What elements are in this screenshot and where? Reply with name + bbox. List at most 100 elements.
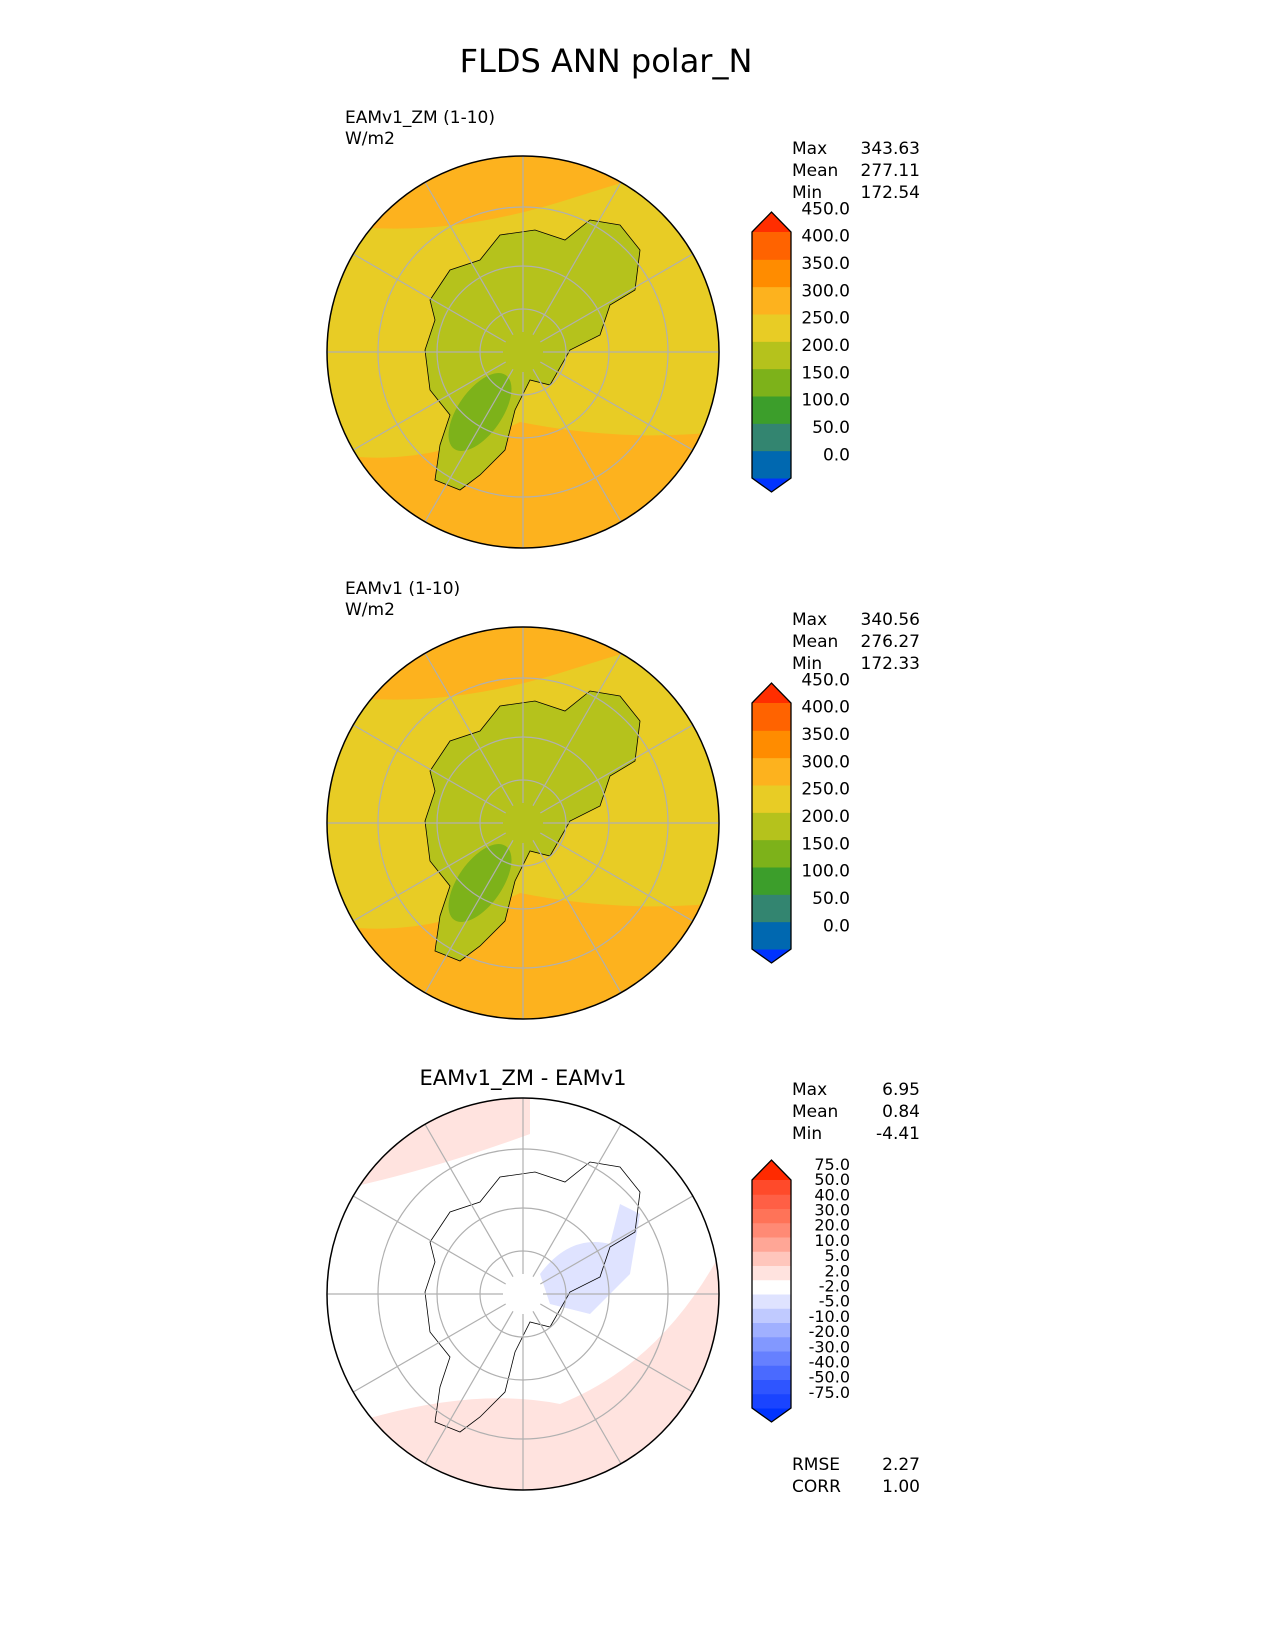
longitude-gridline	[532, 840, 622, 994]
colorbar-segment	[752, 423, 791, 452]
colorbar-2: 0.0 50.0 100.0 150.0 200.0 250.0 300.0 350.0 400…	[751, 670, 850, 964]
panel3-title: EAMv1_ZM - EAMv1	[419, 1066, 627, 1090]
longitude-gridline	[424, 369, 514, 523]
colorbar-segment	[752, 341, 791, 370]
panel1-units: W/m2	[345, 129, 395, 149]
coastline	[424, 219, 641, 491]
colorbar-segment	[752, 1379, 791, 1395]
longitude-gridline	[540, 361, 694, 451]
polar-map-2	[326, 626, 720, 1020]
colorbar-tick-label: 2.0	[825, 1261, 850, 1280]
colorbar-segment	[752, 1222, 791, 1238]
colorbar-tick-label: -40.0	[809, 1352, 850, 1371]
colorbar-segment	[752, 259, 791, 288]
colorbar-tick-label: -30.0	[809, 1337, 850, 1356]
colorbar-extend-min	[752, 478, 791, 492]
colorbar-tick-label: 75.0	[814, 1155, 850, 1174]
colorbar-tick-label: 20.0	[814, 1216, 850, 1235]
colorbar-tick-label: 50.0	[812, 889, 850, 909]
colorbar-tick-label: -5.0	[819, 1292, 850, 1311]
corr-value: 1.00	[882, 1477, 920, 1497]
colorbar-tick-label: 200.0	[801, 807, 850, 827]
colorbar-tick-label: 200.0	[801, 336, 850, 356]
colorbar-segment	[752, 450, 791, 479]
field-region	[327, 1254, 719, 1490]
colorbar-segment	[752, 867, 791, 895]
colorbar-segment	[752, 921, 791, 950]
colorbar-tick-label: 450.0	[801, 670, 850, 690]
longitude-gridline	[540, 832, 694, 922]
colorbar-outline	[751, 211, 792, 493]
colorbar-segment	[752, 232, 791, 260]
longitude-gridline	[540, 253, 694, 343]
colorbar-segment	[752, 368, 791, 397]
panel1-stats: Max 343.63 Mean 277.11 Min 172.54	[792, 139, 920, 203]
longitude-gridline	[532, 652, 622, 806]
longitude-gridline	[352, 832, 506, 922]
coastline	[424, 1161, 641, 1433]
longitude-gridline	[532, 181, 622, 335]
colorbar-segment	[752, 1265, 791, 1281]
colorbar-segment	[752, 1393, 791, 1409]
colorbar-segment	[752, 1365, 791, 1380]
colorbar-segment	[752, 314, 791, 342]
colorbar-tick-label: 300.0	[801, 752, 850, 772]
colorbar-tick-label: 250.0	[801, 780, 850, 800]
colorbar-tick-label: 450.0	[801, 199, 850, 219]
field-region	[448, 844, 512, 922]
colorbar-extend-max	[752, 1160, 791, 1180]
colorbar-extend-max	[752, 683, 791, 703]
colorbar-extend-min	[752, 949, 791, 963]
colorbar-tick-label: 10.0	[814, 1231, 850, 1250]
panel3-stats: Max 6.95 Mean 0.84 Min -4.41	[792, 1080, 920, 1144]
longitude-gridline	[532, 369, 622, 523]
colorbar-extend-min	[752, 1408, 791, 1422]
colorbar-segment	[752, 1322, 791, 1338]
colorbar-segment	[752, 1279, 791, 1295]
coastline	[424, 690, 641, 962]
panel1-title: EAMv1_ZM (1-10)	[345, 108, 495, 128]
polar-map-1	[326, 155, 720, 549]
map-boundary	[326, 155, 720, 549]
colorbar-tick-label: 50.0	[814, 1170, 850, 1189]
longitude-gridline	[532, 1311, 622, 1465]
max-value: 340.56	[860, 610, 920, 630]
colorbar-extend-max	[752, 212, 791, 232]
longitude-gridline	[532, 1123, 622, 1277]
rmse-value: 2.27	[882, 1455, 920, 1475]
colorbar-segment	[752, 703, 791, 731]
min-value: -4.41	[876, 1124, 920, 1144]
longitude-gridline	[424, 1311, 514, 1465]
min-value: 172.54	[860, 183, 920, 203]
longitude-gridline	[540, 724, 694, 814]
colorbar-tick-label: 5.0	[825, 1246, 850, 1265]
colorbar-tick-label: -10.0	[809, 1307, 850, 1326]
panel1-header: EAMv1_ZM (1-10) W/m2	[345, 108, 495, 150]
colorbar-tick-label: 350.0	[801, 254, 850, 274]
colorbar-segment	[752, 1351, 791, 1366]
longitude-gridline	[352, 1195, 506, 1285]
longitude-gridline	[352, 361, 506, 451]
colorbar-tick-label: 0.0	[823, 916, 850, 936]
mean-value: 276.27	[860, 632, 920, 652]
colorbar-1: 0.0 50.0 100.0 150.0 200.0 250.0 300.0 350.0 400…	[751, 199, 850, 493]
colorbar-segment	[752, 1251, 791, 1266]
panel2-title: EAMv1 (1-10)	[345, 579, 461, 599]
colorbar-segment	[752, 1180, 791, 1195]
colorbar-segment	[752, 396, 791, 424]
longitude-gridline	[424, 652, 514, 806]
colorbar-outline	[751, 1159, 792, 1423]
longitude-gridline	[424, 840, 514, 994]
colorbar-tick-label: 150.0	[801, 834, 850, 854]
colorbar-tick-label: 250.0	[801, 309, 850, 329]
colorbar-3: -75.0-50.0-40.0-30.0-20.0-10.0-5.0-2.02.…	[751, 1155, 850, 1423]
map-boundary	[326, 1097, 720, 1491]
figure-title: FLDS ANN polar_N	[459, 42, 753, 80]
panel3-metrics: RMSE 2.27 CORR 1.00	[792, 1455, 920, 1497]
colorbar-segment	[752, 286, 791, 315]
max-value: 6.95	[882, 1080, 920, 1100]
panel2-units: W/m2	[345, 600, 395, 620]
colorbar-segment	[752, 1308, 791, 1323]
colorbar-tick-label: 300.0	[801, 281, 850, 301]
